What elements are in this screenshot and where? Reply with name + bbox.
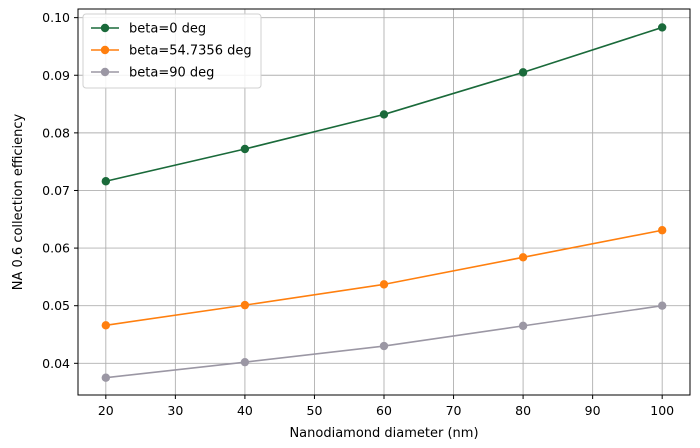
x-tick-label: 80: [515, 403, 531, 418]
legend-marker: [100, 67, 110, 77]
data-point: [379, 341, 389, 351]
series-1: [101, 226, 667, 330]
x-tick-label: 90: [585, 403, 601, 418]
series-layer: [101, 23, 667, 382]
series-0: [101, 23, 667, 186]
y-tick-label: 0.06: [42, 241, 70, 256]
data-point: [240, 144, 250, 154]
legend-entry: beta=90 deg: [91, 66, 214, 81]
legend-marker: [100, 45, 110, 55]
data-point: [240, 357, 250, 367]
y-tick-label: 0.09: [42, 68, 70, 83]
legend-label: beta=54.7356 deg: [129, 44, 252, 59]
x-axis-label: Nanodiamond diameter (nm): [289, 426, 478, 441]
legend-entry: beta=0 deg: [91, 22, 206, 37]
data-point: [379, 110, 389, 119]
data-point: [101, 321, 111, 330]
y-tick-label: 0.08: [42, 125, 70, 140]
legend-label: beta=0 deg: [129, 22, 206, 37]
x-tick-label: 40: [237, 403, 253, 418]
data-point: [101, 373, 111, 382]
series-2: [101, 301, 667, 382]
grid: [78, 9, 690, 395]
legend-marker: [100, 23, 110, 33]
legend-box: [82, 13, 262, 89]
data-point: [379, 280, 389, 289]
x-tick-label: 20: [98, 403, 114, 418]
y-axis-label: NA 0.6 collection efficiency: [11, 113, 26, 290]
data-point: [657, 226, 667, 235]
y-tick-label: 0.10: [42, 10, 70, 25]
legend: beta=0 deg beta=54.7356 deg beta=90 deg: [82, 13, 262, 89]
ticks: 20 30 40 50 60 70 80 90 100 0.04 0.05 0.06 0.07 0.08 0…: [42, 10, 674, 418]
x-tick-label: 70: [446, 403, 462, 418]
y-tick-label: 0.05: [42, 298, 70, 313]
data-point: [101, 177, 111, 186]
data-point: [518, 253, 528, 262]
x-tick-label: 50: [307, 403, 323, 418]
y-tick-label: 0.04: [42, 356, 70, 371]
x-tick-label: 30: [167, 403, 183, 418]
legend-label: beta=90 deg: [129, 66, 214, 81]
legend-entry: beta=54.7356 deg: [91, 44, 252, 59]
data-point: [240, 300, 250, 310]
data-point: [518, 68, 528, 77]
data-point: [518, 321, 528, 331]
data-point: [657, 301, 667, 310]
x-tick-label: 100: [650, 403, 674, 418]
y-tick-label: 0.07: [42, 183, 70, 198]
data-point: [657, 23, 667, 32]
x-tick-label: 60: [376, 403, 392, 418]
